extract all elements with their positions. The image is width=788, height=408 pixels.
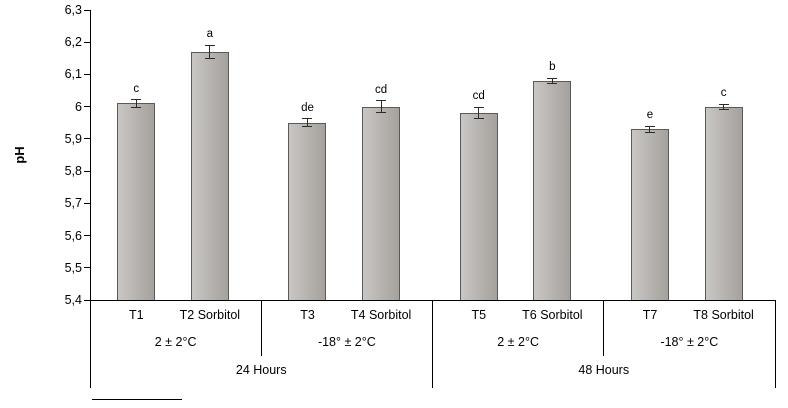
plot-area: [90, 10, 776, 301]
error-bar-cap-bottom: [302, 126, 313, 128]
y-tick-mark: [84, 170, 90, 172]
time-group-label: 24 Hours: [235, 363, 287, 377]
bar: [459, 113, 498, 300]
y-tick-label: 5,5: [64, 260, 82, 275]
sig-letter: cd: [375, 83, 388, 96]
temp-group-label: 2 ± 2°C: [154, 335, 197, 349]
bar: [117, 103, 156, 300]
category-label: T8 Sorbitol: [693, 308, 754, 322]
error-bar-cap-top: [376, 100, 387, 102]
error-bar-line: [209, 45, 211, 59]
error-bar-line: [135, 99, 137, 108]
error-bar-cap-top: [644, 125, 655, 127]
group-separator: [260, 300, 262, 356]
bottom-left-line: [92, 399, 182, 400]
y-tick-label: 6,1: [64, 67, 82, 82]
error-bar-cap-bottom: [473, 118, 484, 120]
error-bar-cap-bottom: [131, 106, 142, 108]
error-bar-cap-bottom: [204, 57, 215, 59]
error-bar-cap-bottom: [547, 82, 558, 84]
sig-letter: de: [301, 101, 314, 114]
bar: [288, 122, 327, 300]
y-tick-label: 5,7: [64, 196, 82, 211]
y-tick-mark: [84, 235, 90, 237]
sig-letter: c: [720, 87, 727, 100]
bar: [630, 129, 669, 300]
error-bar-cap-top: [204, 44, 215, 46]
error-bar-line: [723, 104, 725, 110]
y-tick-label: 5,8: [64, 164, 82, 179]
sig-letter: b: [549, 61, 556, 74]
category-label: T4 Sorbitol: [350, 308, 412, 322]
error-bar-cap-top: [131, 99, 142, 101]
temp-group-label: -18° ± 2°C: [660, 335, 719, 349]
error-bar-line: [380, 100, 382, 113]
y-tick-mark: [84, 267, 90, 269]
error-bar-line: [306, 118, 308, 127]
error-bar-cap-top: [302, 118, 313, 120]
category-label: T5: [471, 308, 487, 322]
y-tick-label: 6,2: [64, 35, 82, 50]
y-tick-label: 6: [75, 99, 82, 114]
y-tick-label: 5,9: [64, 131, 82, 146]
group-separator: [774, 300, 776, 388]
sig-letter: e: [646, 109, 654, 121]
bar: [533, 80, 572, 300]
group-separator: [603, 300, 605, 356]
sig-letter: a: [206, 28, 214, 41]
error-bar-cap-bottom: [644, 131, 655, 133]
error-bar-line: [551, 78, 553, 84]
error-bar-cap-top: [718, 103, 729, 105]
time-group-label: 48 Hours: [578, 363, 630, 377]
temp-group-label: 2 ± 2°C: [497, 335, 539, 349]
y-tick-mark: [84, 9, 90, 11]
error-bar-cap-top: [547, 77, 558, 79]
bar: [362, 106, 401, 300]
group-separator: [432, 300, 433, 388]
y-tick-mark: [84, 106, 90, 108]
category-label: T3: [300, 308, 315, 322]
error-bar-cap-bottom: [718, 108, 729, 110]
error-bar-line: [478, 107, 480, 119]
bar: [704, 106, 743, 300]
y-tick-label: 5,6: [64, 228, 82, 243]
category-label: T1: [128, 308, 144, 322]
error-bar-cap-bottom: [376, 111, 387, 113]
category-label: T7: [642, 308, 658, 322]
bar: [190, 51, 229, 300]
y-tick-mark: [84, 202, 90, 204]
error-bar-cap-top: [473, 106, 484, 108]
temp-group-label: -18° ± 2°C: [317, 335, 376, 349]
error-bar-line: [649, 126, 651, 133]
sig-letter: c: [133, 82, 140, 95]
y-tick-label: 6,3: [64, 3, 82, 17]
y-tick-mark: [84, 73, 90, 75]
sig-letter: cd: [472, 90, 485, 103]
y-axis-title: pH: [12, 146, 27, 164]
y-tick-mark: [84, 41, 90, 43]
y-tick-label: 5,4: [64, 293, 82, 307]
y-tick-mark: [84, 299, 90, 301]
y-tick-mark: [84, 138, 90, 140]
group-separator: [89, 300, 91, 388]
category-label: T2 Sorbitol: [179, 308, 241, 322]
category-label: T6 Sorbitol: [522, 308, 583, 322]
